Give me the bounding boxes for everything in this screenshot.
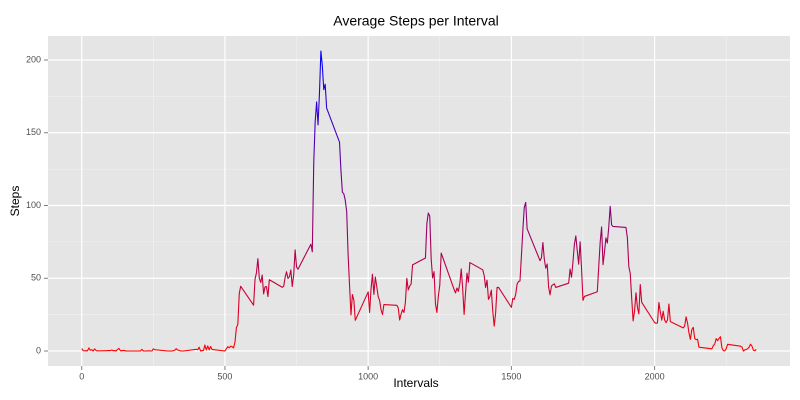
y-tick-label: 0 xyxy=(36,345,41,355)
plot-panel xyxy=(48,36,790,366)
x-axis-title: Intervals xyxy=(393,376,438,390)
x-tick-label: 2000 xyxy=(645,371,665,381)
x-tick-label: 1500 xyxy=(501,371,521,381)
x-tick-label: 1000 xyxy=(358,371,378,381)
x-tick-label: 500 xyxy=(217,371,232,381)
x-tick-label: 0 xyxy=(79,371,84,381)
grid xyxy=(48,36,790,366)
y-tick-label: 200 xyxy=(26,54,41,64)
y-tick-label: 100 xyxy=(26,200,41,210)
series-line xyxy=(81,50,757,352)
chart-title: Average Steps per Interval xyxy=(333,13,499,29)
y-tick-label: 50 xyxy=(31,273,41,283)
marks xyxy=(81,50,757,352)
y-axis-title: Steps xyxy=(8,186,22,217)
y-tick-label: 150 xyxy=(26,127,41,137)
